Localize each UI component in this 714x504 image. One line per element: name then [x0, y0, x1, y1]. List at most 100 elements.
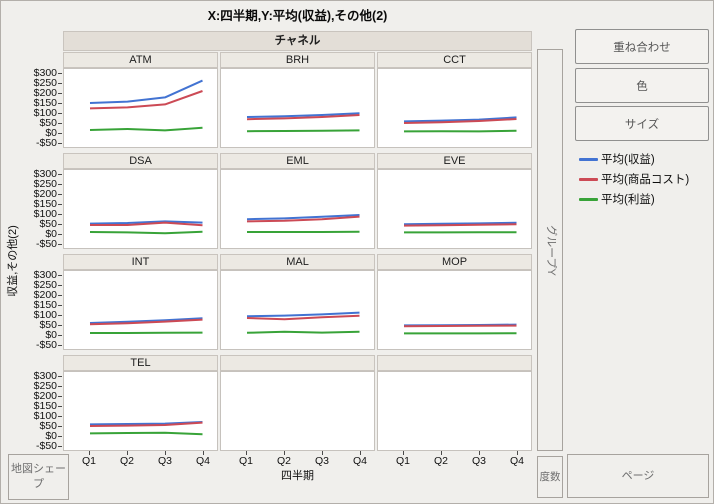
y-tick-label: $250 [33, 178, 57, 190]
panel-header-empty [220, 355, 375, 371]
dropzone-map-shape-label: 地図シェープ [11, 463, 66, 490]
x-tick-label: Q4 [195, 455, 210, 467]
legend-entry[interactable]: 平均(利益) [579, 189, 689, 209]
y-tick-label: $0 [45, 329, 57, 341]
y-tick-mark [58, 93, 62, 94]
cost-line [246, 215, 360, 223]
x-tick-mark [403, 451, 404, 455]
size-button[interactable]: サイズ [575, 106, 709, 141]
panel-header-eve: EVE [377, 153, 532, 169]
legend-entry[interactable]: 平均(商品コスト) [579, 169, 689, 189]
y-tick-mark [58, 396, 62, 397]
y-tick-label: $300 [33, 67, 57, 79]
panel-plot-eml[interactable] [220, 169, 375, 249]
panel-header-cct: CCT [377, 52, 532, 68]
panel-plot-empty[interactable] [377, 371, 532, 451]
y-tick-label: $50 [39, 117, 57, 129]
y-tick-label: -$50 [35, 137, 57, 149]
x-tick-label: Q3 [314, 455, 329, 467]
y-tick-mark [58, 436, 62, 437]
y-tick-label: $300 [33, 269, 57, 281]
y-tick-label: $250 [33, 77, 57, 89]
legend-label: 平均(商品コスト) [601, 174, 690, 186]
cost-line [89, 421, 203, 427]
y-tick-mark [58, 315, 62, 316]
x-tick-mark [517, 451, 518, 455]
panel-canvas-atm [89, 79, 203, 132]
cost-line [246, 314, 360, 321]
y-tick-label: $150 [33, 400, 57, 412]
revenue-line [246, 214, 360, 221]
revenue-line [246, 112, 360, 118]
y-tick-label: -$50 [35, 238, 57, 250]
panel-plot-empty[interactable] [220, 371, 375, 451]
panel-plot-mop[interactable] [377, 270, 532, 350]
revenue-line [246, 311, 360, 318]
color-button[interactable]: 色 [575, 68, 709, 103]
legend-label: 平均(利益) [601, 194, 655, 206]
x-tick-mark [165, 451, 166, 455]
dropzone-freq[interactable]: 度数 [537, 456, 563, 498]
y-tick-mark [58, 133, 62, 134]
cost-line [246, 114, 360, 121]
panel-plot-int[interactable] [63, 270, 218, 350]
y-tick-mark [58, 224, 62, 225]
y-tick-label: $0 [45, 228, 57, 240]
profit-line [89, 230, 203, 235]
x-tick-label: Q2 [276, 455, 291, 467]
panel-header-empty [377, 355, 532, 371]
y-tick-label: $150 [33, 198, 57, 210]
panel-canvas-dsa [89, 220, 203, 235]
panel-canvas-cct [403, 116, 517, 133]
y-tick-mark [58, 325, 62, 326]
panel-plot-tel[interactable] [63, 371, 218, 451]
y-tick-label: $0 [45, 127, 57, 139]
x-tick-label: Q1 [238, 455, 253, 467]
y-tick-label: -$50 [35, 440, 57, 452]
y-tick-label: $200 [33, 87, 57, 99]
x-tick-label: Q2 [433, 455, 448, 467]
revenue-line [89, 220, 203, 225]
graph-title: X:四半期,Y:平均(収益),その他(2) [207, 9, 388, 23]
y-tick-mark [58, 143, 62, 144]
panel-plot-cct[interactable] [377, 68, 532, 148]
x-tick-label: Q4 [509, 455, 524, 467]
x-tick-mark [246, 451, 247, 455]
dropzone-group-y[interactable]: グループY [537, 49, 563, 451]
y-tick-label: -$50 [35, 339, 57, 351]
cost-line [89, 318, 203, 326]
panel-canvas-int [89, 317, 203, 334]
y-tick-label: $300 [33, 168, 57, 180]
dropzone-page-label: ページ [621, 469, 655, 482]
y-tick-label: $100 [33, 107, 57, 119]
y-tick-mark [58, 194, 62, 195]
panel-canvas-brh [246, 112, 360, 133]
x-tick-mark [441, 451, 442, 455]
panel-plot-mal[interactable] [220, 270, 375, 350]
dropzone-page[interactable]: ページ [567, 454, 709, 498]
panel-plot-atm[interactable] [63, 68, 218, 148]
dropzone-freq-label: 度数 [539, 470, 561, 483]
dropzone-map-shape[interactable]: 地図シェープ [8, 454, 69, 500]
y-tick-mark [58, 406, 62, 407]
x-axis-title[interactable]: 四半期 [281, 470, 314, 482]
panel-canvas-mal [246, 311, 360, 334]
cost-line [89, 90, 203, 110]
legend-entry[interactable]: 平均(収益) [579, 149, 689, 169]
panel-plot-brh[interactable] [220, 68, 375, 148]
y-tick-mark [58, 204, 62, 205]
channel-band-header: チャネル [63, 31, 532, 51]
y-tick-label: $100 [33, 208, 57, 220]
x-tick-label: Q1 [81, 455, 96, 467]
y-tick-label: $150 [33, 97, 57, 109]
panel-plot-dsa[interactable] [63, 169, 218, 249]
x-tick-mark [284, 451, 285, 455]
panel-plot-eve[interactable] [377, 169, 532, 249]
panel-header-brh: BRH [220, 52, 375, 68]
y-tick-label: $250 [33, 279, 57, 291]
y-tick-label: $250 [33, 380, 57, 392]
y-tick-label: $50 [39, 319, 57, 331]
legend-swatch-revenue-line [579, 157, 598, 161]
overlay-button[interactable]: 重ね合わせ [575, 29, 709, 64]
